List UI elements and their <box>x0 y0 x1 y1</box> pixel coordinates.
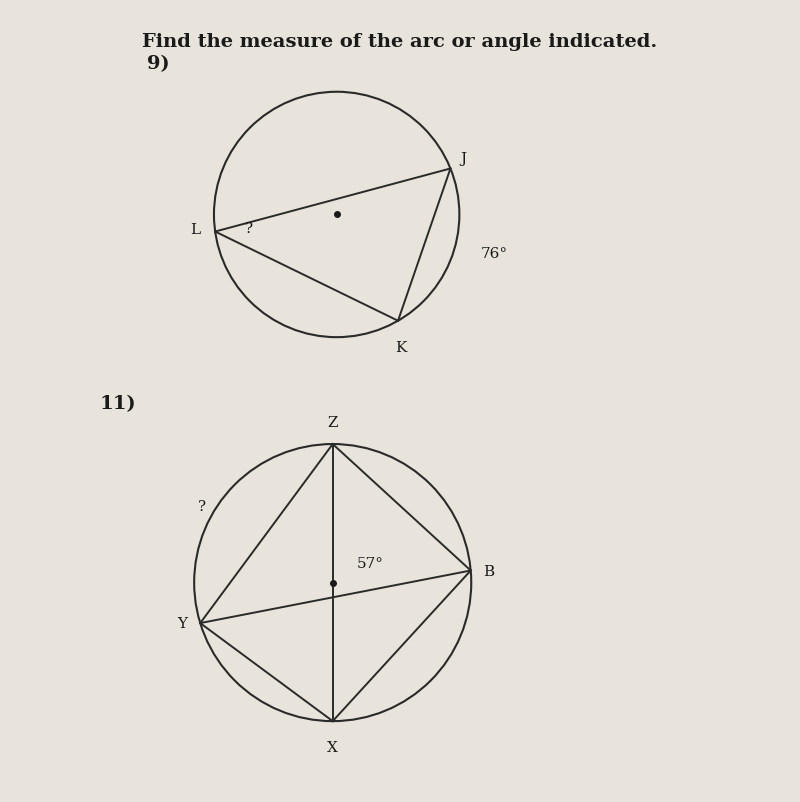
Text: 76°: 76° <box>481 246 508 260</box>
Text: ?: ? <box>246 221 254 235</box>
Text: K: K <box>395 340 406 354</box>
Text: Z: Z <box>327 415 338 429</box>
Text: 57°: 57° <box>357 556 383 570</box>
Text: ?: ? <box>198 500 206 514</box>
Text: 11): 11) <box>99 395 136 413</box>
Text: B: B <box>483 564 494 577</box>
Text: 9): 9) <box>146 55 170 73</box>
Text: J: J <box>461 152 466 165</box>
Text: Y: Y <box>178 616 187 630</box>
Text: L: L <box>190 223 200 237</box>
Text: Find the measure of the arc or angle indicated.: Find the measure of the arc or angle ind… <box>142 34 658 51</box>
Text: X: X <box>327 740 338 754</box>
